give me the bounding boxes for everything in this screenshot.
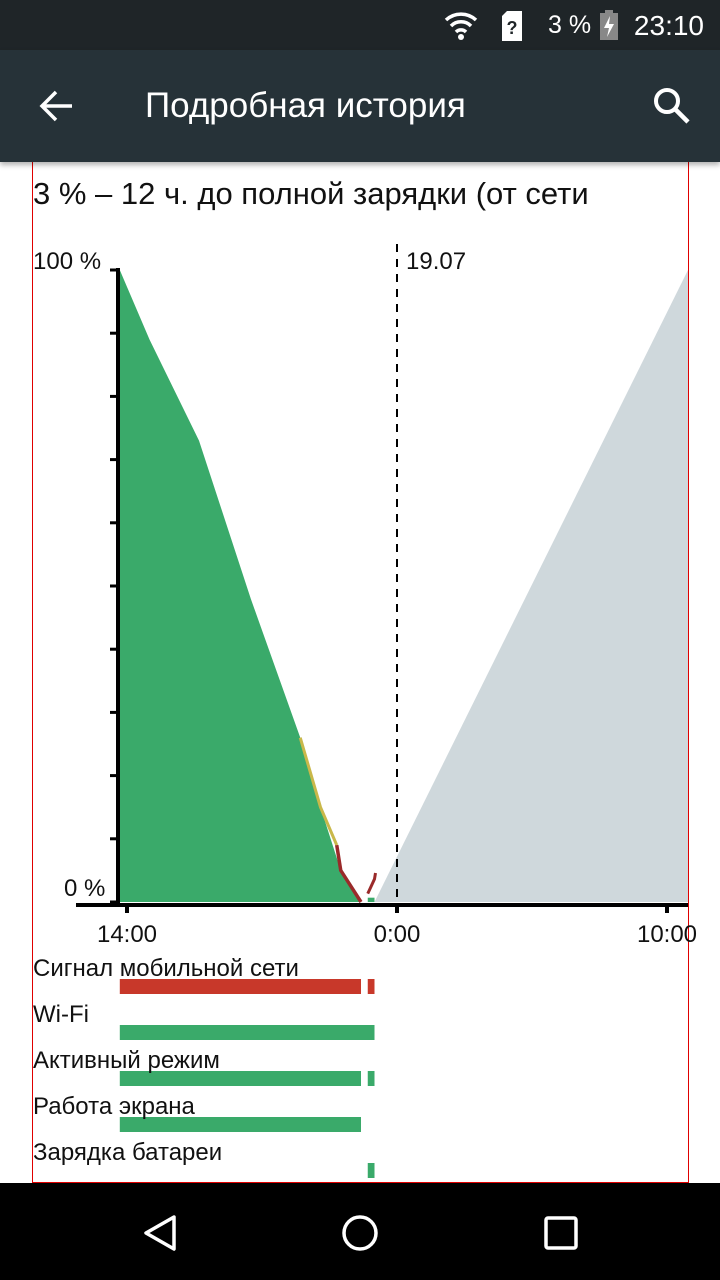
row-label: Зарядка батареи [33, 1139, 223, 1166]
row-segment [119, 1117, 361, 1132]
nav-recents-icon[interactable] [543, 1215, 579, 1251]
page-title: Подробная история [145, 86, 466, 125]
row-segment [119, 1071, 361, 1086]
svg-text:?: ? [507, 18, 518, 38]
row-label: Активный режим [33, 1047, 220, 1074]
row-segment [119, 979, 361, 994]
row-segment [367, 979, 375, 994]
arrow-back-icon[interactable] [38, 88, 74, 124]
toolbar: Подробная история [0, 50, 720, 162]
battery-medium-line [298, 737, 339, 846]
sim-unknown-icon: ? [502, 11, 522, 41]
battery-charging-icon [600, 10, 618, 40]
date-marker-label: 19.07 [406, 248, 466, 275]
x-tick-label: 10:00 [637, 921, 697, 948]
charging-area [367, 897, 375, 902]
nav-home-icon[interactable] [340, 1213, 380, 1253]
battery-chart: 19.07 100 % 0 % 14:00 0:00 10:00 [33, 244, 697, 1178]
wifi-icon [444, 12, 478, 40]
row-label: Wi-Fi [33, 1001, 89, 1028]
navigation-bar [0, 1183, 720, 1280]
row-label: Сигнал мобильной сети [33, 955, 299, 982]
y-tick-label: 100 % [33, 248, 101, 275]
nav-back-icon[interactable] [140, 1213, 180, 1253]
history-panel [32, 162, 689, 1183]
status-bar: ? 3 % 23:10 [0, 0, 720, 50]
battery-percent: 3 % [548, 11, 592, 39]
clock: 23:10 [633, 10, 704, 41]
projection-area [374, 270, 688, 902]
x-tick-label: 0:00 [374, 921, 421, 948]
battery-area [119, 270, 361, 902]
search-icon[interactable] [652, 86, 692, 126]
battery-low-line [335, 844, 363, 903]
charge-estimate: 3 % – 12 ч. до полной зарядки (от сети [33, 176, 589, 211]
row-segment [367, 1071, 375, 1086]
x-tick-label: 14:00 [97, 921, 157, 948]
row-segment [119, 1025, 375, 1040]
charging-line [366, 872, 377, 895]
y-tick-label: 0 % [64, 875, 105, 902]
row-label: Работа экрана [33, 1093, 195, 1120]
row-segment [367, 1163, 375, 1178]
